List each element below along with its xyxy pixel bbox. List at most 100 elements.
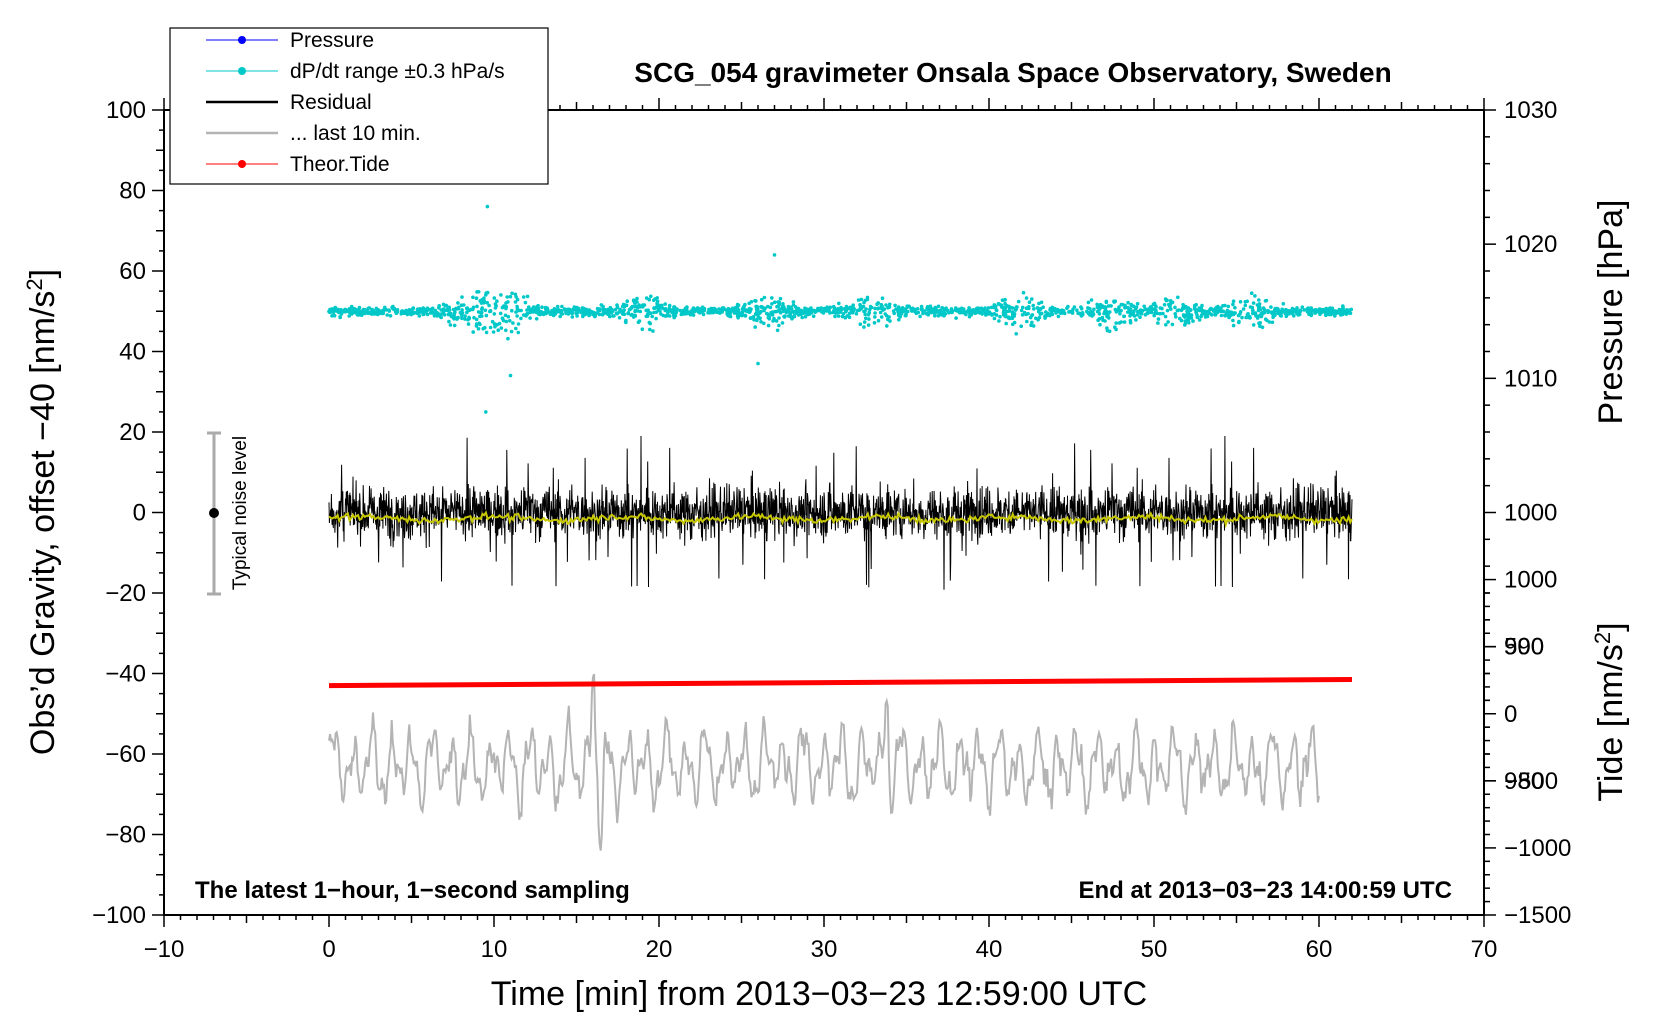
dpdt-point <box>967 306 971 310</box>
dpdt-point <box>1112 300 1116 304</box>
dpdt-point <box>1243 303 1248 308</box>
dpdt-point <box>1229 313 1233 317</box>
dpdt-point <box>1059 311 1063 316</box>
dpdt-point <box>496 328 501 333</box>
dpdt-point <box>1305 309 1310 314</box>
dpdt-point <box>439 308 444 312</box>
dpdt-point <box>558 310 562 314</box>
dpdt-point <box>1030 313 1034 318</box>
y-tick-label: 20 <box>119 419 146 446</box>
dpdt-point <box>423 310 428 314</box>
dpdt-point <box>753 299 758 303</box>
dpdt-point <box>460 308 464 312</box>
dpdt-point <box>654 316 658 321</box>
dpdt-point <box>809 306 813 310</box>
dpdt-point <box>1037 301 1041 306</box>
dpdt-point <box>1231 299 1236 304</box>
dpdt-point <box>614 311 619 316</box>
dpdt-point <box>1038 307 1043 311</box>
dpdt-point <box>1132 309 1136 313</box>
dpdt-point <box>863 309 867 314</box>
dpdt-point <box>1191 319 1195 323</box>
dpdt-point <box>644 308 648 313</box>
dpdt-point <box>850 310 855 315</box>
dpdt-point <box>1193 307 1197 311</box>
dpdt-point <box>1294 308 1299 313</box>
dpdt-point <box>778 296 783 301</box>
dpdt-point <box>441 302 446 307</box>
dpdt-point <box>663 302 667 306</box>
y-tick-label: 40 <box>119 339 146 366</box>
dpdt-point <box>1109 304 1113 308</box>
dpdt-point <box>1048 308 1052 312</box>
dpdt-point <box>550 308 554 313</box>
dpdt-point <box>1166 320 1170 324</box>
dpdt-point <box>499 326 504 330</box>
dpdt-point <box>1221 309 1225 314</box>
dpdt-point <box>780 306 784 311</box>
dpdt-point <box>1103 308 1108 313</box>
x-tick-label: 10 <box>481 936 508 963</box>
dpdt-point <box>777 316 781 320</box>
x-tick-label: 60 <box>1306 936 1333 963</box>
series-residual-line <box>328 435 1353 590</box>
dpdt-point <box>1158 311 1162 316</box>
dpdt-point <box>735 314 740 319</box>
dpdt-point <box>480 314 484 318</box>
dpdt-point <box>876 301 880 305</box>
dpdt-point <box>509 329 514 334</box>
dpdt-point <box>508 294 513 299</box>
dpdt-point <box>1012 320 1017 325</box>
dpdt-point <box>519 308 523 313</box>
dpdt-point <box>471 295 475 300</box>
dpdt-point <box>655 296 659 300</box>
dpdt-point <box>460 316 464 321</box>
dpdt-point <box>1014 307 1018 312</box>
dpdt-point <box>480 306 485 310</box>
dpdt-point <box>1024 296 1029 300</box>
dpdt-point <box>1161 311 1165 316</box>
legend: Pressure dP/dt range ±0.3 hPa/s Residual… <box>169 27 549 185</box>
y-tick-label: −100 <box>92 902 146 929</box>
dpdt-point <box>619 310 624 314</box>
dpdt-point <box>387 309 392 313</box>
dpdt-point <box>464 306 469 311</box>
dpdt-point <box>755 307 760 311</box>
dpdt-point <box>1054 308 1058 312</box>
dpdt-point <box>1114 327 1118 332</box>
dpdt-point <box>640 327 645 332</box>
dpdt-point <box>748 316 753 321</box>
dpdt-point <box>1209 313 1214 317</box>
dpdt-point <box>1274 306 1279 311</box>
dpdt-point <box>1145 311 1150 315</box>
legend-item-pressure: Pressure <box>206 29 374 52</box>
dpdt-point <box>1233 311 1237 315</box>
dpdt-point <box>1108 310 1112 314</box>
dpdt-point <box>452 323 457 328</box>
dpdt-point <box>444 303 449 308</box>
dpdt-point <box>465 310 469 315</box>
dpdt-point <box>347 314 352 318</box>
data-series <box>327 204 1354 851</box>
dpdt-point <box>884 303 888 307</box>
dpdt-point <box>1320 309 1325 314</box>
dpdt-point <box>513 292 518 297</box>
dpdt-point <box>780 321 785 325</box>
dpdt-point <box>471 330 476 334</box>
dpdt-point <box>1123 303 1127 308</box>
dpdt-point <box>1089 309 1093 314</box>
dpdt-point <box>873 306 877 311</box>
dpdt-point <box>1195 315 1200 320</box>
legend-label-dpdt: dP/dt range ±0.3 hPa/s <box>290 60 505 83</box>
dpdt-point <box>1027 300 1032 305</box>
dpdt-point <box>570 315 575 319</box>
dpdt-point <box>743 314 748 318</box>
dpdt-outlier-point <box>772 253 777 257</box>
dpdt-point <box>525 294 530 299</box>
dpdt-point <box>510 291 514 296</box>
dpdt-point <box>711 310 715 315</box>
dpdt-point <box>675 307 679 311</box>
dpdt-point <box>1143 307 1148 312</box>
dpdt-point <box>803 314 808 319</box>
dpdt-point <box>1138 315 1142 320</box>
